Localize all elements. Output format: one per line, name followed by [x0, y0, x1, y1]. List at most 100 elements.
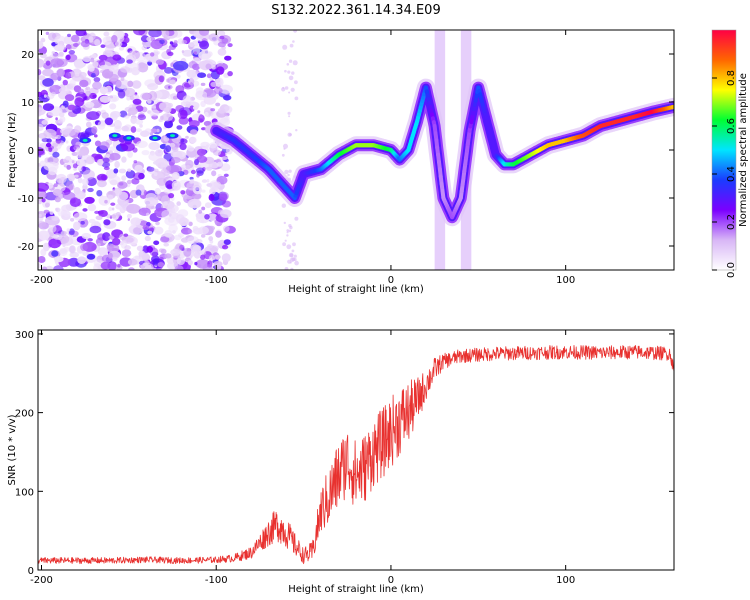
noise-speckle [38, 263, 42, 269]
noise-speckle [65, 140, 69, 144]
noise-speckle [286, 231, 289, 234]
noise-speckle [127, 150, 133, 158]
noise-speckle [62, 157, 73, 164]
noise-speckle [147, 99, 152, 104]
noise-speckle [287, 111, 291, 115]
noise-speckle [80, 40, 90, 48]
ridge-blob-core [170, 134, 176, 138]
noise-speckle [219, 84, 233, 95]
noise-speckle [96, 179, 107, 188]
noise-speckle [38, 200, 42, 205]
x-tick-label: 0 [388, 575, 394, 586]
noise-speckle [74, 97, 85, 107]
noise-speckle [52, 52, 59, 59]
noise-speckle [126, 203, 141, 214]
noise-speckle [82, 169, 95, 180]
noise-speckle [221, 253, 231, 263]
noise-speckle [196, 148, 207, 157]
noise-speckle [136, 245, 144, 251]
spectral-ridge [79, 78, 674, 227]
noise-speckle [108, 175, 121, 185]
noise-speckle [100, 174, 107, 181]
noise-speckle [294, 216, 299, 221]
noise-speckle [146, 212, 150, 217]
noise-speckle [126, 96, 131, 101]
noise-speckle [73, 221, 81, 231]
noise-speckle [62, 191, 76, 200]
noise-speckle [189, 136, 197, 144]
noise-speckle [286, 229, 290, 232]
noise-speckle [102, 232, 111, 242]
noise-speckle [54, 256, 64, 263]
noise-speckle [52, 265, 64, 270]
noise-speckle [216, 66, 225, 75]
noise-speckle [81, 232, 92, 240]
noise-speckle [38, 68, 42, 76]
noise-speckle [98, 210, 108, 217]
noise-speckle [221, 200, 232, 208]
noise-speckle [165, 180, 175, 190]
ridge-blob-core [126, 136, 132, 140]
noise-speckle [53, 183, 58, 188]
noise-speckle [115, 79, 122, 88]
noise-speckle [211, 170, 217, 177]
noise-speckle [133, 51, 146, 62]
noise-speckle [197, 72, 207, 78]
noise-speckle [69, 197, 81, 208]
noise-speckle [103, 31, 110, 37]
noise-speckle [167, 94, 174, 100]
noise-speckle [87, 238, 93, 242]
noise-speckle [209, 142, 217, 149]
noise-speckle [133, 30, 146, 36]
noise-speckle [154, 187, 161, 195]
noise-speckle [294, 260, 299, 266]
noise-speckle [191, 193, 202, 200]
noise-speckle [291, 249, 295, 253]
noise-speckle [204, 214, 210, 220]
noise-speckle [104, 199, 108, 204]
noise-speckle [82, 178, 89, 186]
noise-speckle [50, 58, 64, 68]
noise-speckle [135, 118, 144, 125]
noise-speckle [44, 202, 50, 208]
noise-speckle [95, 215, 103, 221]
noise-speckle [181, 39, 188, 45]
noise-speckle [83, 32, 88, 36]
noise-speckle [168, 217, 175, 223]
noise-speckle [126, 59, 133, 64]
noise-speckle [102, 69, 114, 79]
noise-speckle [154, 226, 164, 235]
noise-speckle [55, 173, 67, 184]
noise-speckle [112, 237, 121, 246]
noise-speckle [38, 132, 47, 139]
noise-speckle [41, 120, 48, 125]
colorbar-gradient [712, 30, 736, 270]
noise-speckle [114, 41, 123, 47]
noise-speckle [59, 248, 67, 254]
ridge-blob-core [112, 134, 118, 138]
noise-speckle [67, 33, 71, 38]
noise-speckle [118, 46, 125, 51]
noise-speckle [89, 92, 97, 100]
noise-speckle [179, 143, 187, 151]
noise-speckle [292, 60, 298, 66]
snr-ticks: -200 -100 0 100 0 100 200 300 [15, 330, 674, 586]
noise-speckle [101, 112, 109, 119]
noise-speckle [94, 220, 100, 227]
noise-speckle [153, 195, 161, 200]
noise-speckle [106, 243, 114, 251]
noise-speckle [206, 51, 213, 57]
noise-speckle [52, 142, 59, 148]
noise-speckle [220, 163, 231, 172]
noise-speckle [286, 234, 289, 237]
noise-speckle [40, 37, 46, 43]
noise-speckle [172, 147, 179, 153]
noise-speckle [215, 230, 222, 238]
noise-speckle [39, 192, 47, 199]
noise-speckle [78, 150, 84, 157]
noise-speckle [58, 118, 64, 124]
noise-speckle [48, 238, 62, 249]
noise-speckle [97, 176, 102, 181]
noise-speckle [128, 267, 135, 270]
